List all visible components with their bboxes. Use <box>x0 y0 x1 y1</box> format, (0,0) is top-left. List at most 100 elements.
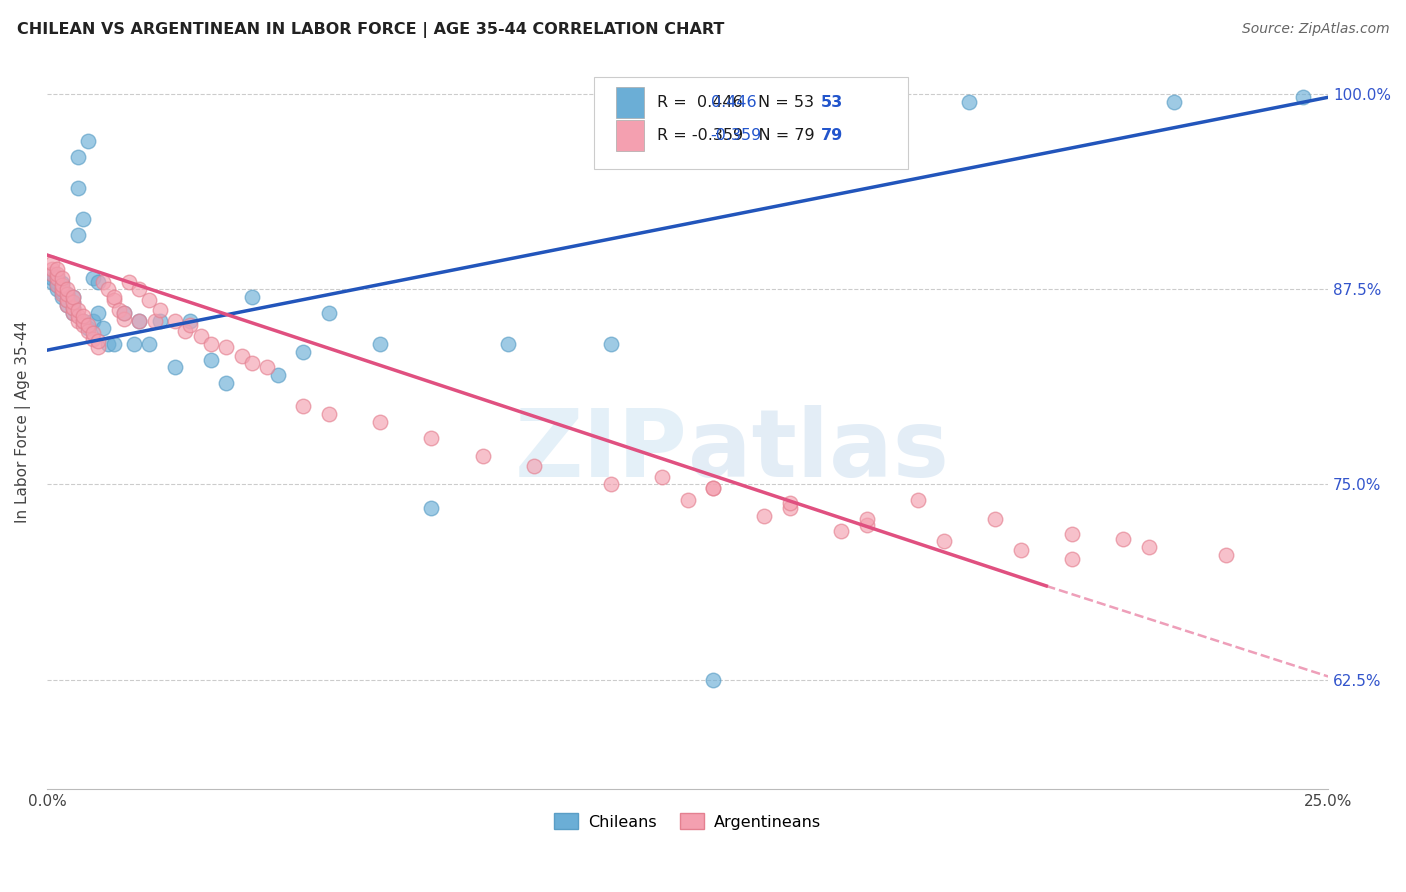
Point <box>82 326 104 340</box>
Text: Source: ZipAtlas.com: Source: ZipAtlas.com <box>1241 22 1389 37</box>
Point <box>240 356 263 370</box>
Point <box>1010 543 1032 558</box>
Point <box>149 313 172 327</box>
Point <box>368 337 391 351</box>
Point <box>97 337 120 351</box>
FancyBboxPatch shape <box>616 87 644 119</box>
Point <box>87 306 110 320</box>
Point <box>420 500 443 515</box>
Point <box>779 500 801 515</box>
Point <box>103 293 125 308</box>
Point <box>41 271 63 285</box>
Point <box>66 309 89 323</box>
Point <box>1112 532 1135 546</box>
Point <box>46 271 69 285</box>
Point <box>179 313 201 327</box>
Point <box>77 321 100 335</box>
Point <box>41 267 63 281</box>
Point <box>51 271 73 285</box>
Point <box>856 518 879 533</box>
Point <box>56 282 79 296</box>
Point <box>138 293 160 308</box>
Point <box>179 318 201 333</box>
Text: ZIP: ZIP <box>515 405 688 498</box>
Point <box>56 293 79 308</box>
Point <box>702 481 724 495</box>
Text: R = -0.359   N = 79: R = -0.359 N = 79 <box>657 128 814 144</box>
Point <box>165 360 187 375</box>
Point <box>830 524 852 539</box>
Point <box>1137 540 1160 554</box>
Point <box>56 298 79 312</box>
Point <box>62 294 84 309</box>
Point <box>62 301 84 315</box>
Point <box>231 350 253 364</box>
Point <box>62 301 84 315</box>
Point <box>676 493 699 508</box>
Point <box>1163 95 1185 109</box>
Point <box>62 290 84 304</box>
Point <box>87 334 110 348</box>
Point <box>93 275 115 289</box>
Point <box>82 332 104 346</box>
Point <box>87 340 110 354</box>
Point <box>112 306 135 320</box>
Point <box>702 481 724 495</box>
Point <box>82 313 104 327</box>
Point <box>46 277 69 292</box>
Point <box>318 407 340 421</box>
Point <box>215 340 238 354</box>
Text: atlas: atlas <box>688 405 949 498</box>
Point <box>51 290 73 304</box>
Point <box>215 376 238 390</box>
Text: R =  0.446   N = 53: R = 0.446 N = 53 <box>657 95 814 111</box>
Point <box>907 493 929 508</box>
Point <box>87 275 110 289</box>
Point <box>1060 552 1083 566</box>
Point <box>82 271 104 285</box>
Point <box>41 267 63 281</box>
Point <box>56 298 79 312</box>
Point <box>200 352 222 367</box>
Point <box>51 276 73 290</box>
Point <box>46 282 69 296</box>
Point <box>66 150 89 164</box>
Point <box>62 296 84 310</box>
Point <box>66 227 89 242</box>
Point <box>41 275 63 289</box>
Point <box>240 290 263 304</box>
Point <box>72 212 94 227</box>
Point <box>932 533 955 548</box>
Text: -0.359: -0.359 <box>710 128 762 144</box>
Point <box>174 325 197 339</box>
Point <box>56 287 79 301</box>
Point <box>66 313 89 327</box>
Point <box>128 313 150 327</box>
Point <box>957 95 980 109</box>
Point <box>41 262 63 277</box>
Point <box>51 277 73 292</box>
Text: 79: 79 <box>821 128 844 144</box>
Point <box>292 344 315 359</box>
Point <box>496 337 519 351</box>
Point <box>200 337 222 351</box>
Point <box>128 313 150 327</box>
Point <box>41 256 63 270</box>
Point <box>77 325 100 339</box>
Point <box>46 277 69 292</box>
Point <box>62 306 84 320</box>
Point <box>72 313 94 327</box>
Point <box>779 496 801 510</box>
Point <box>256 360 278 375</box>
Point <box>77 134 100 148</box>
Point <box>190 329 212 343</box>
Point <box>46 269 69 284</box>
Point <box>97 282 120 296</box>
Point <box>51 285 73 300</box>
Point <box>1291 90 1313 104</box>
Point <box>599 477 621 491</box>
Y-axis label: In Labor Force | Age 35-44: In Labor Force | Age 35-44 <box>15 321 31 524</box>
Point <box>51 281 73 295</box>
Point <box>128 282 150 296</box>
Point <box>46 275 69 289</box>
